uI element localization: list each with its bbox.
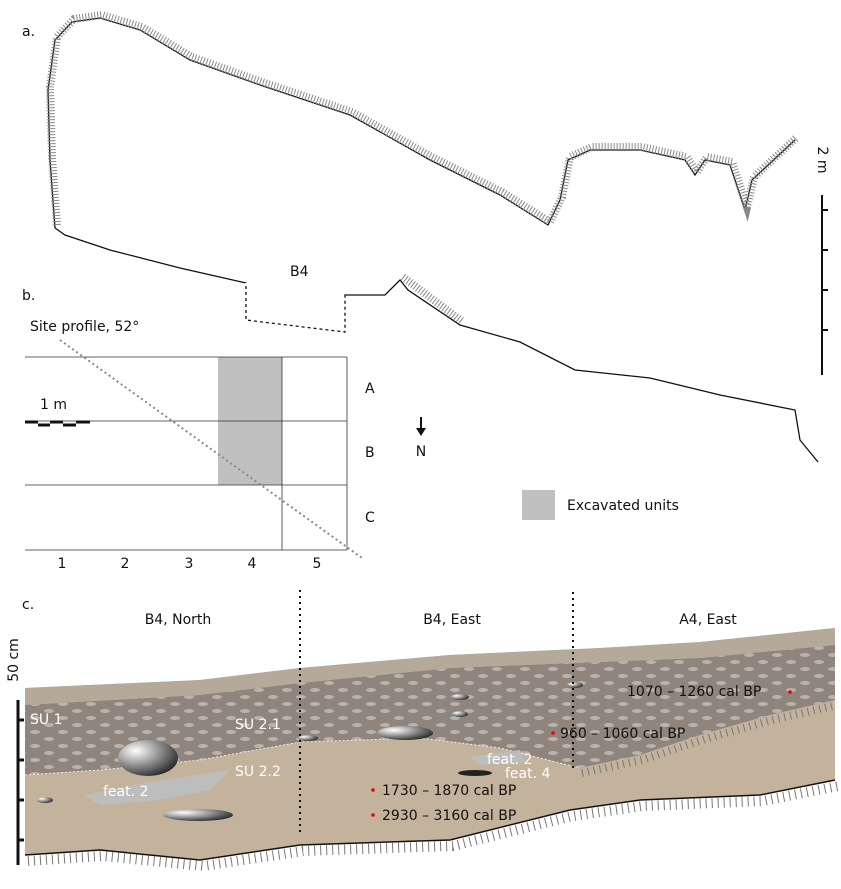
- north-label: N: [416, 444, 426, 460]
- date-label: 2930 – 3160 cal BP: [382, 808, 516, 824]
- row-label: A: [365, 381, 375, 397]
- section-label: B4, North: [145, 612, 212, 628]
- row-label: C: [365, 510, 375, 526]
- date-label: 1070 – 1260 cal BP: [627, 684, 761, 700]
- profile-label: Site profile, 52°: [30, 319, 139, 335]
- unit-label: B4: [290, 264, 309, 280]
- feature-label: feat. 4: [505, 766, 551, 782]
- stratigraphy: [25, 590, 838, 866]
- scale-bar: [822, 195, 828, 375]
- row-label: B: [365, 445, 375, 461]
- plan-outline: [48, 15, 818, 462]
- legend-swatch: [522, 490, 555, 520]
- unit-label: SU 2.2: [235, 764, 281, 780]
- scale-bar: [18, 700, 24, 865]
- column-label: 5: [313, 556, 322, 572]
- panel-label: b.: [22, 288, 35, 304]
- excavation-grid: [25, 340, 362, 558]
- column-label: 2: [121, 556, 130, 572]
- section-label: B4, East: [423, 612, 481, 628]
- scale-label: 2 m: [814, 147, 830, 174]
- feature-label: feat. 2: [103, 784, 148, 800]
- date-label: 1730 – 1870 cal BP: [382, 783, 516, 799]
- figure: a. B4 2 m b. Site profile, 52° A B C 1 2…: [0, 0, 841, 889]
- scale-label: 50 cm: [6, 638, 22, 682]
- unit-label: SU 1: [30, 712, 63, 728]
- panel-label: a.: [22, 24, 35, 40]
- scale-label: 1 m: [40, 397, 67, 413]
- legend-label: Excavated units: [567, 498, 679, 514]
- scale-bar: [25, 422, 90, 425]
- column-label: 4: [248, 556, 257, 572]
- column-label: 3: [185, 556, 194, 572]
- section-label: A4, East: [679, 612, 737, 628]
- unit-label: SU 2.1: [235, 717, 281, 733]
- date-label: 960 – 1060 cal BP: [560, 726, 685, 742]
- column-label: 1: [58, 556, 67, 572]
- north-arrow: [416, 417, 426, 436]
- panel-label: c.: [22, 597, 34, 613]
